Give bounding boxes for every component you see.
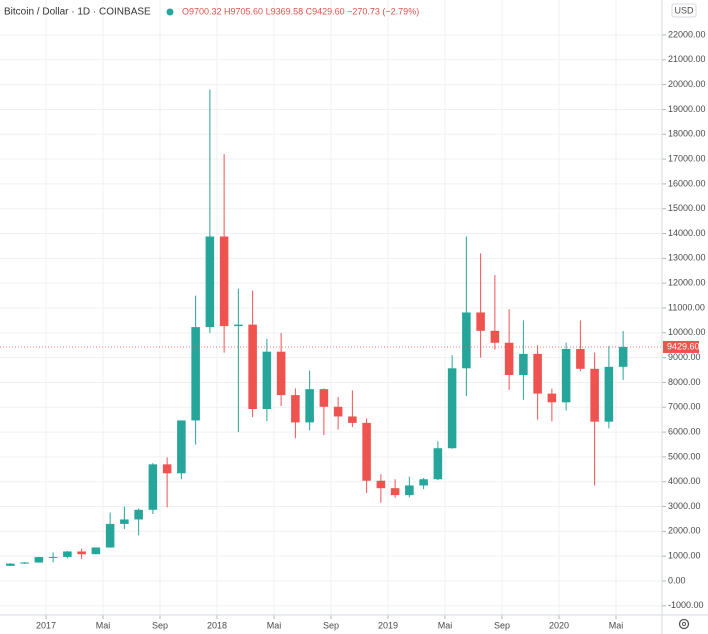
candle-body — [447, 368, 457, 449]
candle-body — [20, 562, 29, 564]
x-tick-label: Mai — [96, 620, 111, 630]
currency-label[interactable]: USD — [674, 5, 694, 15]
candle-body — [162, 464, 172, 474]
x-tick-label: Sep — [494, 620, 510, 630]
y-tick-label: 5000.00 — [668, 451, 701, 461]
candle-body — [604, 366, 614, 422]
y-tick-label: 10000.00 — [668, 327, 706, 337]
last-price-label: 9429.60 — [667, 341, 700, 351]
y-tick-label: 2000.00 — [668, 526, 701, 536]
ohlc-values: O9700.32 H9705.60 L9369.58 C9429.60 −270… — [182, 6, 419, 16]
symbol-title: Bitcoin / Dollar · 1D · COINBASE — [4, 7, 151, 18]
candle-body — [234, 324, 243, 327]
candle-body — [6, 563, 15, 566]
candle-body — [120, 519, 129, 524]
candle-body — [433, 448, 443, 480]
y-tick-label: 17000.00 — [668, 153, 706, 163]
candle-body — [533, 353, 542, 394]
y-tick-label: 7000.00 — [668, 402, 701, 412]
candle-body — [519, 353, 528, 376]
candle-body — [276, 351, 286, 396]
x-tick-label: Sep — [152, 620, 168, 630]
candle-body — [462, 312, 471, 369]
candle-body — [34, 557, 44, 563]
y-tick-label: 9000.00 — [668, 352, 701, 362]
y-tick-label: 13000.00 — [668, 253, 706, 263]
candle-body — [177, 420, 186, 474]
y-tick-label: 14000.00 — [668, 228, 706, 238]
candle-body — [362, 422, 371, 481]
last-price-box — [663, 340, 699, 353]
y-tick-label: 16000.00 — [668, 178, 706, 188]
y-tick-label: 3000.00 — [668, 501, 701, 511]
y-tick-label: 21000.00 — [668, 54, 706, 64]
candle-body — [476, 312, 485, 331]
candle-body — [547, 393, 557, 403]
candle-body — [561, 348, 571, 403]
y-tick-label: 1000.00 — [668, 551, 701, 561]
candle-body — [348, 416, 357, 423]
y-tick-label: 18000.00 — [668, 129, 706, 139]
candle-body — [77, 551, 86, 555]
y-tick-label: 11000.00 — [668, 302, 705, 312]
candle-body — [134, 509, 143, 520]
candle-body — [405, 485, 414, 496]
candle-body — [248, 324, 257, 410]
candle-body — [419, 479, 428, 486]
candle-body — [105, 523, 115, 548]
candle-body — [333, 406, 343, 417]
candle-body — [576, 348, 585, 369]
y-tick-label: 22000.00 — [668, 29, 706, 39]
y-tick-label: 0.00 — [668, 575, 686, 585]
status-dot — [166, 8, 174, 16]
candle-body — [376, 480, 386, 489]
x-tick-label: Mai — [267, 620, 282, 630]
candle-body — [504, 342, 514, 376]
candle-body — [390, 488, 400, 496]
y-tick-label: -1000.00 — [668, 600, 704, 610]
settings-icon[interactable] — [678, 618, 690, 630]
candle-body — [63, 551, 72, 557]
y-tick-label: 19000.00 — [668, 104, 706, 114]
x-tick-label: 2017 — [36, 620, 56, 630]
x-tick-label: Mai — [609, 620, 624, 630]
candle-body — [590, 368, 599, 422]
y-tick-label: 20000.00 — [668, 79, 706, 89]
x-tick-label: 2020 — [549, 620, 569, 630]
candle-body — [291, 395, 300, 423]
y-tick-label: 8000.00 — [668, 377, 701, 387]
x-tick-label: 2019 — [378, 620, 398, 630]
currency-box[interactable] — [671, 3, 697, 18]
candle-body — [319, 389, 329, 407]
x-tick-label: Mai — [438, 620, 453, 630]
candle-body — [305, 389, 314, 423]
x-tick-label: 2018 — [207, 620, 227, 630]
candle-body — [205, 236, 215, 328]
x-tick-label: Sep — [323, 620, 339, 630]
candle-body — [618, 346, 628, 367]
y-tick-label: 15000.00 — [668, 203, 706, 213]
y-tick-label: 6000.00 — [668, 426, 701, 436]
candle-body — [191, 327, 200, 421]
candle-body — [490, 330, 500, 343]
candle-body — [219, 236, 229, 327]
y-tick-label: 12000.00 — [668, 278, 706, 288]
candle-body — [148, 464, 158, 510]
candle-body — [48, 556, 58, 558]
candle-body — [91, 547, 101, 555]
candle-body — [262, 351, 272, 410]
y-tick-label: 4000.00 — [668, 476, 701, 486]
